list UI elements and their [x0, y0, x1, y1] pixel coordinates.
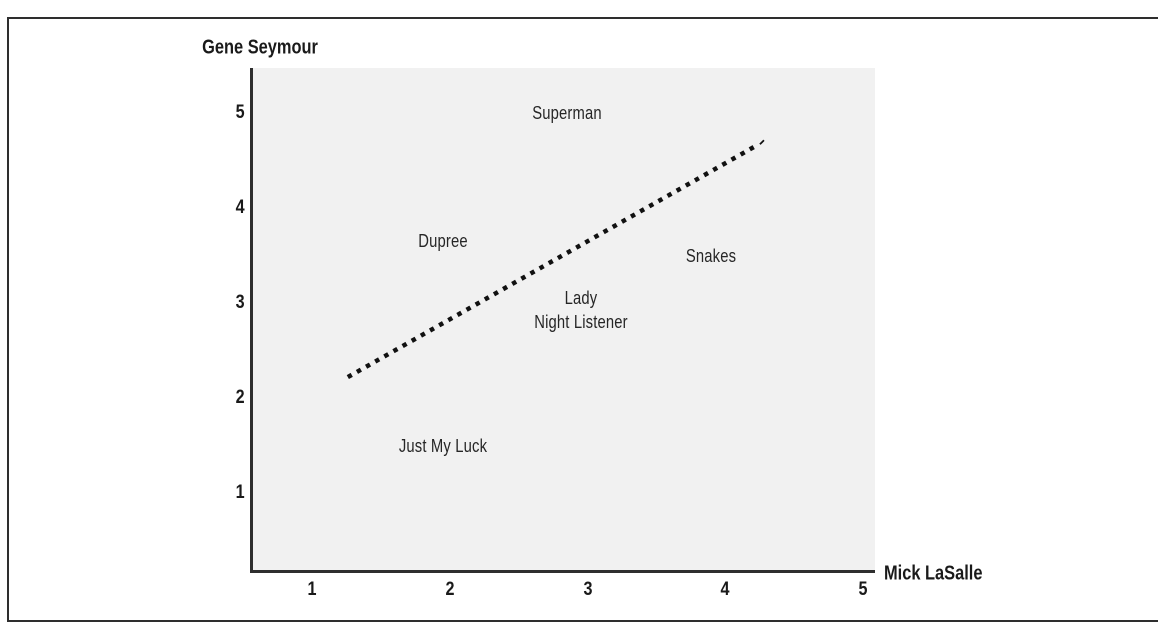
x-axis-title: Mick LaSalle: [884, 562, 983, 585]
point-label-night-listener: Night Listener: [533, 311, 628, 332]
y-tick-label: 1: [236, 482, 245, 503]
y-tick-label: 2: [236, 387, 245, 408]
y-tick-label: 3: [236, 292, 245, 313]
figure-frame: [7, 17, 1158, 622]
x-tick-label: 2: [445, 579, 455, 600]
x-tick-label: 3: [583, 579, 592, 600]
x-tick-label: 4: [720, 579, 730, 600]
point-label-lady: Lady: [564, 287, 597, 309]
x-tick-label: 1: [307, 579, 317, 600]
point-label-just-my-luck: Just My Luck: [398, 434, 488, 456]
x-tick-label: 5: [858, 579, 868, 600]
point-label-superman: Superman: [532, 102, 602, 123]
y-tick-label: 5: [236, 102, 245, 123]
y-axis-title: Gene Seymour: [202, 36, 318, 59]
point-label-dupree: Dupree: [418, 230, 468, 252]
point-label-snakes: Snakes: [686, 244, 737, 266]
y-tick-label: 4: [236, 197, 245, 218]
